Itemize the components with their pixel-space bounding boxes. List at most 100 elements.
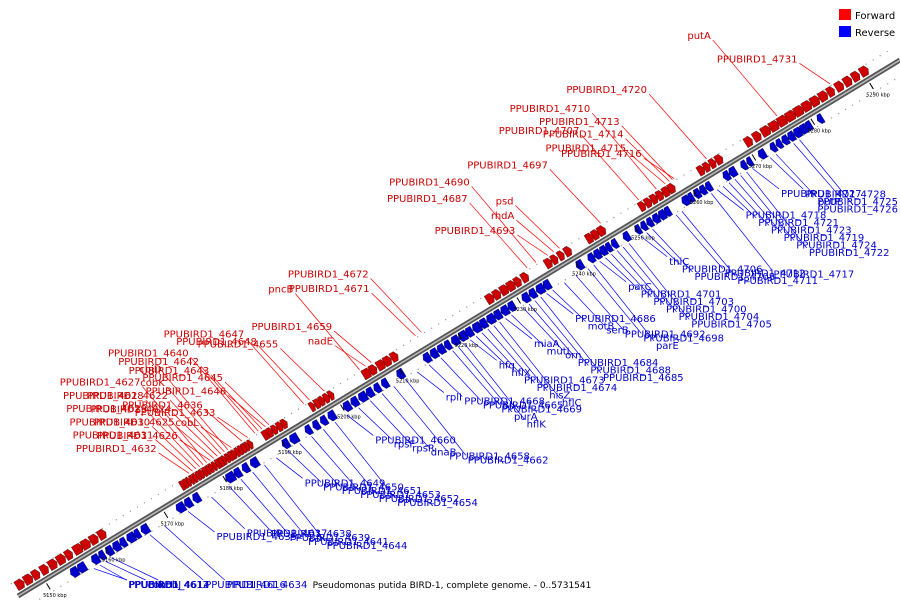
axis-tick-label: 5170 kbp xyxy=(161,522,185,528)
reverse-gene xyxy=(312,419,322,431)
forward-gene xyxy=(841,75,853,88)
reverse-gene-label: PPUBIRD1_4639 xyxy=(290,533,371,544)
leader-line xyxy=(258,346,310,401)
leader-line xyxy=(728,182,770,226)
axis-tick-label: 5290 kbp xyxy=(866,93,890,99)
reverse-gene xyxy=(816,113,826,124)
forward-gene xyxy=(519,272,530,284)
forward-gene-label: PPUBIRD1_4624 xyxy=(91,404,172,415)
leader-line xyxy=(346,414,374,436)
reverse-gene-label: PPUBIRD1_4712 xyxy=(725,269,806,280)
axis-tick-label: 5240 kbp xyxy=(572,271,596,277)
reverse-gene-label: PPUBIRD1_4665 xyxy=(483,400,564,411)
forward-gene-label: psd xyxy=(496,196,514,207)
reverse-gene-label: PPUBIRD1_4668 xyxy=(464,397,545,408)
reverse-gene xyxy=(804,119,815,132)
forward-gene-label: pncB xyxy=(268,285,293,296)
reverse-gene xyxy=(119,536,129,548)
reverse-gene xyxy=(319,414,330,426)
reverse-gene xyxy=(479,317,490,330)
reverse-gene-label: PPUBIRD1_4673 xyxy=(524,375,605,386)
forward-gene-label: PPUBIRD1_4671 xyxy=(289,284,370,295)
forward-gene xyxy=(274,421,284,433)
axis-tick-label: 5200 kbp xyxy=(337,414,361,420)
leader-line xyxy=(370,400,411,444)
backbone-highlight xyxy=(17,59,900,597)
leader-line xyxy=(145,399,204,465)
leader-line xyxy=(799,139,854,205)
reverse-gene-label: PPUBIRD1_4635 xyxy=(216,532,297,543)
reverse-gene-label: PPUBIRD1_4723 xyxy=(771,225,852,236)
forward-gene-label: cbiD xyxy=(139,365,162,376)
leader-line xyxy=(552,289,587,322)
reverse-gene-label: rplI xyxy=(446,393,462,404)
leader-line xyxy=(148,412,200,468)
leader-line xyxy=(564,282,605,326)
forward-gene xyxy=(636,201,647,213)
reverse-gene-label: PPUBIRD1_4674 xyxy=(537,383,618,394)
reverse-gene-label: PPUBIRD1_4711 xyxy=(737,276,818,287)
forward-gene-label: PPUBIRD1_4627 xyxy=(60,378,141,389)
reverse-gene-label: PPUBIRD1_4652 xyxy=(379,494,460,505)
reverse-gene xyxy=(622,230,633,242)
reverse-gene xyxy=(746,156,755,167)
leader-line xyxy=(464,343,525,420)
leader-line xyxy=(287,450,322,483)
forward-gene xyxy=(542,257,553,270)
leader-line xyxy=(648,93,707,160)
reverse-gene xyxy=(373,381,383,394)
reverse-gene-label: PPUBIRD1_4725 xyxy=(817,197,898,208)
leader-line xyxy=(252,471,307,538)
leader-line xyxy=(740,175,795,241)
forward-gene-label: PPUBIRD1_4622 xyxy=(87,391,168,402)
forward-gene-label: cobK xyxy=(140,378,165,389)
genome-backbone xyxy=(10,47,900,600)
forward-gene-label: PPUBIRD1_4643 xyxy=(129,366,210,377)
reverse-gene-label: PPUBIRD1_4638 xyxy=(271,529,352,540)
reverse-gene xyxy=(775,137,785,149)
leader-line xyxy=(200,365,259,432)
axis-tick-label: 5160 kbp xyxy=(102,557,126,563)
reverse-gene xyxy=(604,241,614,253)
forward-gene xyxy=(808,95,821,108)
leader-line xyxy=(166,386,225,453)
axis-tick xyxy=(457,332,463,340)
reverse-gene xyxy=(241,461,252,474)
leader-line xyxy=(240,479,288,534)
forward-gene xyxy=(504,280,516,293)
leader-line xyxy=(799,63,831,85)
forward-gene xyxy=(307,401,316,413)
forward-gene xyxy=(666,183,676,195)
forward-gene xyxy=(595,225,607,238)
forward-gene xyxy=(360,367,372,381)
forward-gene xyxy=(13,578,25,592)
reverse-gene xyxy=(76,560,89,574)
reverse-gene-label: parC xyxy=(628,282,652,293)
reverse-gene-label: PPUBIRD1_4641 xyxy=(308,537,389,548)
leader-line xyxy=(475,336,510,369)
reverse-gene-label: miaA xyxy=(534,339,560,350)
forward-gene-label: PPUBIRD1_4626 xyxy=(97,431,178,442)
forward-gene xyxy=(87,533,99,547)
forward-gene xyxy=(279,418,288,430)
leader-line xyxy=(517,234,548,256)
reverse-gene-label: PPUBIRD1_4719 xyxy=(784,233,865,244)
axis-tick xyxy=(222,475,227,483)
leader-line xyxy=(105,561,146,581)
axis-tick xyxy=(516,297,521,304)
reverse-gene-label: hflX xyxy=(511,368,531,379)
forward-gene-label: rhdA xyxy=(491,211,515,222)
leader-line xyxy=(499,321,561,399)
reverse-gene xyxy=(183,496,195,509)
forward-gene xyxy=(857,65,869,78)
legend-reverse-label: Reverse xyxy=(855,28,895,39)
legend-reverse-swatch xyxy=(839,26,851,37)
forward-gene-label: PPUBIRD1_4659 xyxy=(251,322,332,333)
leader-line xyxy=(149,534,204,581)
reverse-gene-label: cobJ xyxy=(160,580,181,591)
forward-gene xyxy=(316,395,326,407)
reverse-gene-label: motB xyxy=(588,321,615,332)
leader-line xyxy=(640,235,668,258)
reverse-gene xyxy=(640,220,650,232)
leader-line xyxy=(164,525,225,581)
